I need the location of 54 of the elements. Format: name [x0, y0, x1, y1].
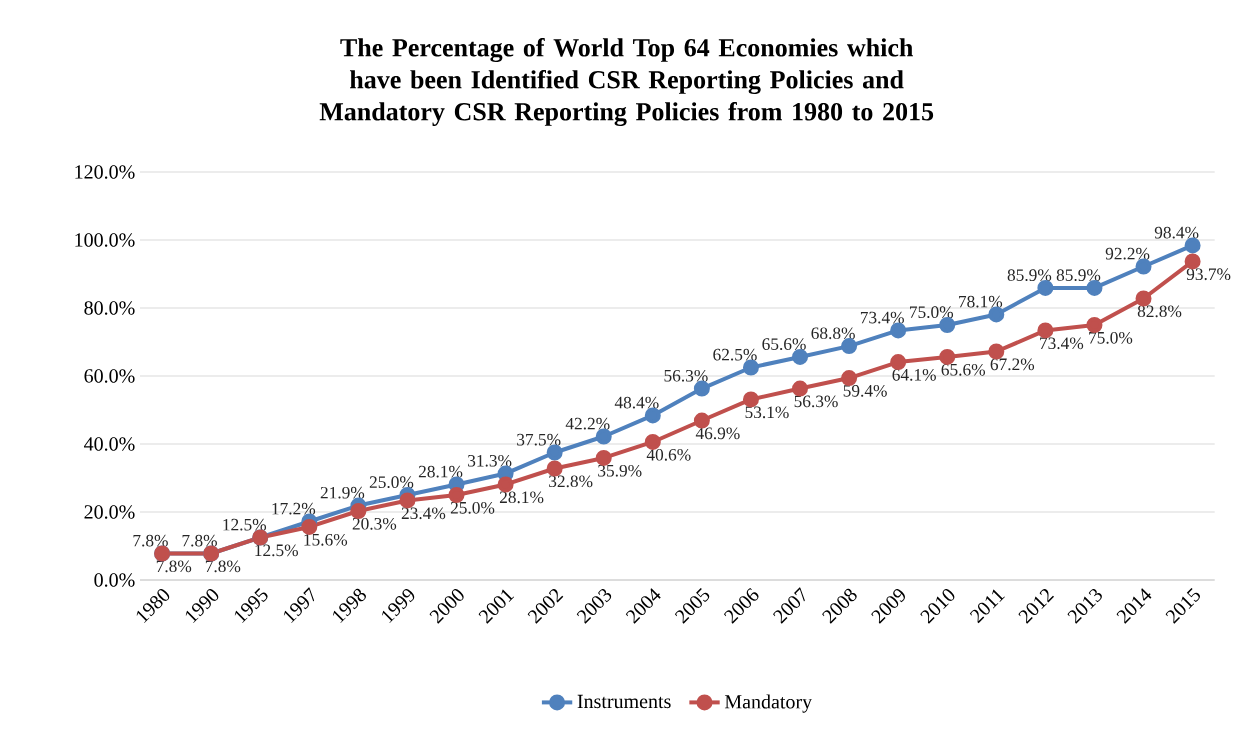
data-label: 62.5% [713, 348, 757, 361]
data-label: 85.9% [1056, 269, 1101, 282]
data-label: 21.9% [320, 486, 365, 499]
data-label: 40.6% [646, 448, 691, 461]
chart-title: The Percentage of World Top 64 Economies which have been Identified CSR Reporting Policies and Mandatory CSR Reporting Policies from 1980 to 2015 [319, 37, 934, 126]
data-label: 65.6% [762, 338, 806, 351]
data-label: 12.5% [255, 544, 299, 557]
y-tick-label: 40.0% [84, 437, 135, 451]
data-label: 42.2% [565, 417, 610, 430]
data-label: 82.8% [1137, 305, 1182, 318]
data-label: 48.4% [614, 396, 659, 409]
data-label: 31.3% [468, 454, 512, 467]
data-label: 23.4% [401, 507, 446, 520]
data-label: 12.5% [223, 518, 267, 531]
data-label: 7.8% [133, 534, 168, 547]
data-label: 93.7% [1186, 268, 1231, 281]
data-label: 7.8% [156, 560, 192, 573]
y-tick-label: 80.0% [84, 301, 135, 315]
data-label: 37.5% [517, 433, 561, 446]
data-label: 56.3% [794, 395, 838, 408]
y-tick-label: 0.0% [94, 573, 135, 587]
data-label: 46.9% [695, 427, 740, 440]
data-label: 85.9% [1007, 269, 1052, 282]
data-label: 73.4% [860, 311, 904, 324]
data-label: 59.4% [843, 384, 887, 397]
data-label: 25.0% [450, 501, 495, 514]
legend-label: Instruments [577, 694, 671, 709]
y-tick-label: 60.0% [84, 369, 135, 383]
data-label: 7.8% [182, 534, 217, 547]
data-label: 68.8% [811, 327, 855, 340]
data-label: 75.0% [910, 306, 954, 319]
data-label: 98.4% [1154, 226, 1199, 239]
data-label: 53.1% [745, 406, 789, 419]
y-tick-label: 100.0% [75, 233, 135, 247]
data-label: 65.6% [941, 363, 986, 376]
data-label: 20.3% [352, 517, 397, 530]
data-label: 32.8% [549, 475, 593, 488]
data-label: 67.2% [990, 358, 1035, 371]
data-label: 35.9% [598, 464, 642, 477]
data-label: 56.3% [664, 369, 708, 382]
legend-label: Mandatory [724, 694, 813, 713]
data-label: 64.1% [892, 369, 936, 381]
data-label: 92.2% [1105, 247, 1150, 260]
data-label: 28.1% [418, 465, 463, 478]
y-tick-label: 20.0% [84, 505, 135, 519]
data-label: 28.1% [499, 491, 544, 504]
data-label: 75.0% [1089, 331, 1133, 344]
data-label: 17.2% [272, 502, 316, 515]
data-label: 15.6% [304, 533, 348, 546]
data-label: 73.4% [1040, 337, 1084, 350]
data-label: 78.1% [959, 295, 1003, 308]
data-label: 25.0% [369, 476, 414, 489]
data-label: 7.8% [205, 560, 241, 573]
y-tick-label: 120.0% [75, 165, 135, 179]
